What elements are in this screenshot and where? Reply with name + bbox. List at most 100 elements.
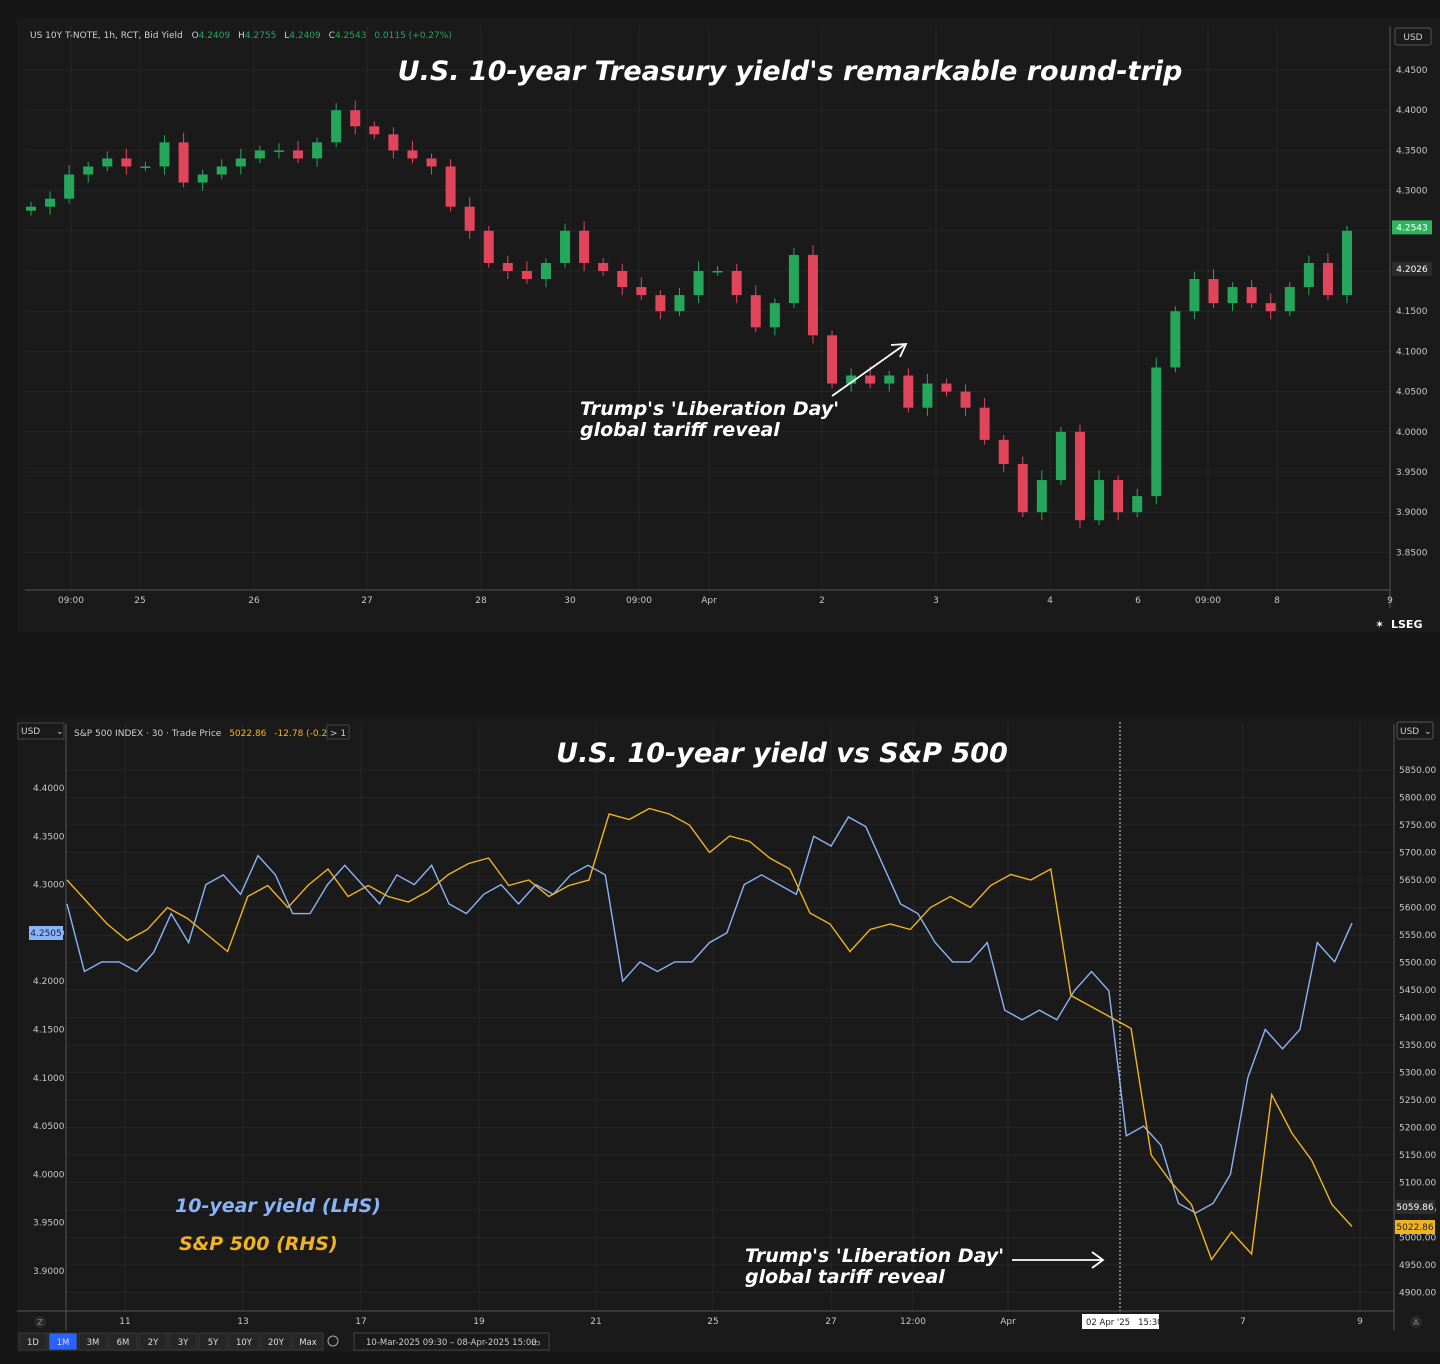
top-currency-box[interactable] (1394, 27, 1432, 46)
candle (636, 277, 647, 300)
candle (102, 151, 113, 172)
top-y-tick-label: 4.1000 (1396, 347, 1428, 357)
settings-gear-icon[interactable] (327, 1335, 339, 1347)
top-l-value: 4.2409 (289, 31, 321, 41)
compare-button[interactable] (326, 724, 350, 740)
candle (884, 370, 895, 392)
candle (140, 161, 151, 172)
top-x-tick-label: Apr (701, 596, 717, 606)
calendar-icon: ▭ (531, 1338, 540, 1349)
bottom-right-tick-label: 5650.00 (1399, 876, 1436, 886)
range-button-2y[interactable] (138, 1332, 168, 1351)
candle (331, 102, 342, 148)
candle (1246, 279, 1257, 308)
range-button-5y[interactable] (198, 1332, 228, 1351)
bottom-right-tick-label: 5300.00 (1399, 1069, 1436, 1079)
top-change: 0.0115 (+0.27%) (374, 31, 452, 41)
bottom-series (66, 807, 1353, 1261)
range-button-3y[interactable] (168, 1332, 198, 1351)
bottom-right-tick-label: 5700.00 (1399, 849, 1436, 859)
range-button-label: 3Y (178, 1338, 189, 1348)
lseg-glyph-icon: ✶ (1375, 618, 1384, 631)
bottom-right-currency-box[interactable] (1396, 721, 1434, 740)
range-button-10y[interactable] (228, 1332, 260, 1351)
bottom-x-tick-label: 19 (473, 1317, 485, 1327)
range-button-label: 1M (57, 1338, 70, 1348)
left-currency-chevron-icon: ⌄ (56, 727, 64, 737)
candle (560, 223, 571, 268)
range-button-label: Max (299, 1338, 317, 1348)
auto-scale-right-button[interactable] (1410, 1316, 1422, 1328)
yield-series-line (66, 816, 1353, 1214)
top-x-tick-label: 2 (819, 596, 825, 606)
range-button-1d[interactable] (18, 1332, 48, 1351)
candle (750, 285, 761, 333)
candle (979, 398, 990, 445)
candle (1036, 470, 1047, 521)
bottom-right-tick-label: 5400.00 (1399, 1014, 1436, 1024)
candle (216, 159, 227, 180)
range-button-6m[interactable] (108, 1332, 138, 1351)
candle (1322, 253, 1333, 300)
candle (1151, 357, 1162, 505)
date-range-box[interactable] (353, 1332, 550, 1351)
top-currency-label: USD (1403, 33, 1422, 43)
candle (521, 261, 532, 284)
bottom-x-tick-label: Apr (1000, 1317, 1016, 1327)
candle (407, 140, 418, 164)
candle (1132, 488, 1143, 518)
top-x-tick-label: 09:00 (626, 596, 652, 606)
candle (1017, 456, 1028, 518)
top-x-tick-label: 09:00 (1195, 596, 1221, 606)
candle (445, 159, 456, 212)
top-x-tick-label: 4 (1047, 596, 1053, 606)
candle (483, 225, 494, 268)
bottom-grid (66, 724, 1394, 1311)
bottom-left-tick-label: 4.1500 (33, 1026, 65, 1036)
auto-scale-left-button[interactable] (34, 1316, 46, 1328)
compare-button-label: > 1 (330, 729, 346, 739)
candle (1074, 424, 1085, 529)
bottom-right-currency-label: USD (1400, 727, 1419, 737)
top-x-tick-label: 9 (1387, 596, 1393, 606)
left-yield-badge (29, 926, 63, 940)
yield-candlestick-chart: 4.45004.40004.35004.30004.25004.20004.15… (25, 26, 1432, 631)
range-button-3m[interactable] (78, 1332, 108, 1351)
spx-series-line (66, 807, 1353, 1261)
candle (1342, 225, 1352, 304)
candle (426, 153, 437, 175)
candle (579, 221, 590, 271)
auto-scale-right-label: A (1413, 1318, 1419, 1327)
yield-vs-spx-chart: 4.40004.35004.30004.25004.20004.15004.10… (17, 721, 1436, 1351)
candle (293, 140, 304, 164)
range-button-20y[interactable] (260, 1332, 292, 1351)
candle (903, 368, 914, 413)
crosshair-date-text: 02 Apr '25 15:30 (1086, 1318, 1163, 1328)
left-yield-badge-text: 4.2505 (30, 929, 62, 939)
top-x-tick-label: 3 (933, 596, 939, 606)
candle (45, 191, 56, 215)
range-button-1m[interactable] (48, 1332, 78, 1351)
bottom-right-tick-label: 5500.00 (1399, 959, 1436, 969)
top-y-tick-label: 4.4000 (1396, 106, 1428, 116)
bottom-annotation-line1: Trump's 'Liberation Day' (745, 1245, 1004, 1267)
candle (922, 373, 933, 416)
right-spx-badge-2-text: 5022.86 (1396, 1223, 1433, 1233)
date-range-text: 10-Mar-2025 09:30 – 08-Apr-2025 15:00 (366, 1338, 537, 1348)
top-y-tick-label: 4.0000 (1396, 428, 1428, 438)
bottom-left-tick-label: 4.0500 (33, 1122, 65, 1132)
candle (1208, 269, 1219, 308)
bottom-x-tick-label: 25 (707, 1317, 718, 1327)
candle (1303, 255, 1314, 296)
candle (254, 145, 265, 164)
bottom-left-currency-box[interactable] (17, 722, 65, 740)
bottom-header: S&P 500 INDEX · 30 · Trade Price 5022.86… (74, 729, 345, 739)
candle (1055, 426, 1066, 485)
bottom-left-tick-label: 4.4000 (33, 784, 65, 794)
bottom-left-tick-label: 4.2000 (33, 977, 65, 987)
top-header: US 10Y T-NOTE, 1h, RCT, Bid Yield O4.240… (30, 31, 452, 41)
candle (540, 258, 551, 288)
bottom-right-tick-label: 5200.00 (1399, 1124, 1436, 1134)
bottom-last: 5022.86 (229, 729, 266, 739)
range-button-max[interactable] (292, 1332, 324, 1351)
